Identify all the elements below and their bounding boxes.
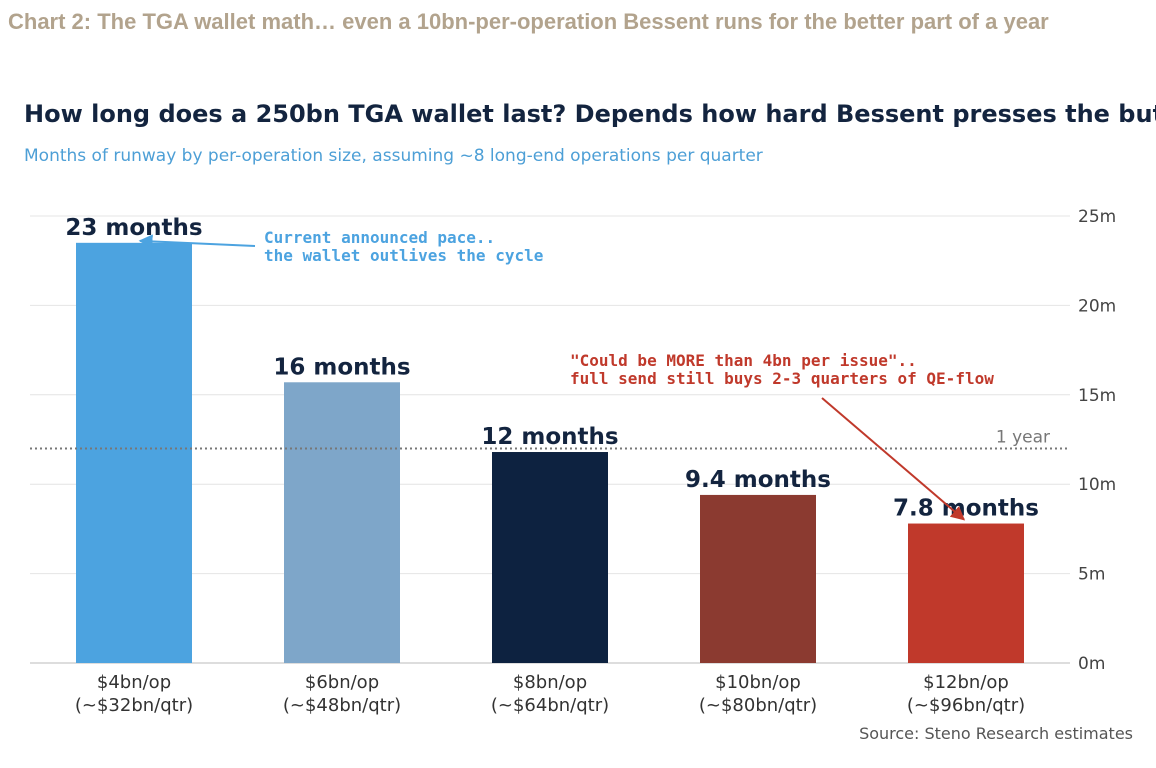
- y-tick-label: 5m: [1078, 565, 1105, 585]
- bar: [492, 452, 608, 663]
- annotation-text: full send still buys 2-3 quarters of QE-…: [570, 369, 994, 388]
- annotation-text: "Could be MORE than 4bn per issue"..: [570, 351, 917, 370]
- x-tick-label: (~$80bn/qtr): [699, 695, 817, 716]
- x-tick-label: (~$32bn/qtr): [75, 695, 193, 716]
- data-label: 7.8 months: [893, 496, 1039, 522]
- chart-subtitle: Months of runway by per-operation size, …: [24, 146, 763, 166]
- x-tick-label: $12bn/op: [923, 672, 1009, 693]
- data-label: 16 months: [273, 354, 410, 380]
- x-tick-label: $10bn/op: [715, 672, 801, 693]
- data-label: 23 months: [65, 215, 202, 241]
- reference-line-label: 1 year: [996, 427, 1050, 447]
- x-tick-label: $8bn/op: [513, 672, 587, 693]
- annotation-text: the wallet outlives the cycle: [264, 246, 543, 265]
- chart-title: How long does a 250bn TGA wallet last? D…: [24, 100, 1156, 128]
- x-tick-label: (~$96bn/qtr): [907, 695, 1025, 716]
- source-note: Source: Steno Research estimates: [859, 724, 1133, 743]
- bar: [908, 523, 1024, 663]
- bar: [700, 494, 816, 663]
- y-tick-label: 10m: [1078, 475, 1116, 495]
- chart-container: How long does a 250bn TGA wallet last? D…: [0, 88, 1156, 768]
- y-tick-label: 0m: [1078, 654, 1105, 674]
- bar: [76, 242, 192, 663]
- x-tick-label: $6bn/op: [305, 672, 379, 693]
- chart-caption: Chart 2: The TGA wallet math… even a 10b…: [8, 9, 1049, 34]
- annotation-arrow: [138, 234, 256, 249]
- y-tick-label: 20m: [1078, 296, 1116, 316]
- x-tick-label: $4bn/op: [97, 672, 171, 693]
- y-tick-label: 25m: [1078, 207, 1116, 227]
- annotation-arrow: [821, 397, 966, 521]
- x-tick-label: (~$48bn/qtr): [283, 695, 401, 716]
- y-tick-label: 15m: [1078, 386, 1116, 406]
- annotation-text: Current announced pace..: [264, 228, 495, 247]
- x-tick-label: (~$64bn/qtr): [491, 695, 609, 716]
- bar: [284, 382, 400, 663]
- data-label: 9.4 months: [685, 467, 831, 493]
- bar-chart: 0m 5m 10m 15m 20m 25m 1 year 23 months 16 months…: [30, 207, 1133, 743]
- data-label: 12 months: [481, 424, 618, 450]
